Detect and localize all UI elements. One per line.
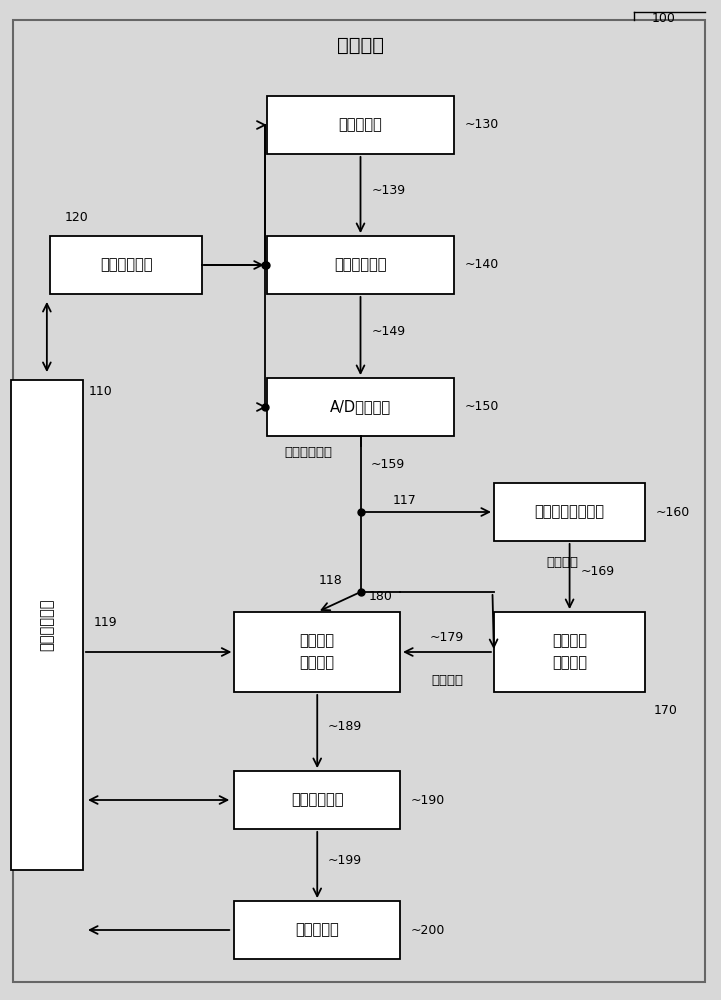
Text: ~199: ~199 (328, 854, 362, 866)
Text: 缺陷像素: 缺陷像素 (300, 634, 335, 648)
Bar (11, 380, 83, 870)
Text: 120: 120 (65, 211, 89, 224)
Text: 校正系数: 校正系数 (431, 674, 463, 687)
Text: 180: 180 (369, 590, 393, 604)
Text: ~159: ~159 (371, 458, 405, 471)
Text: 信号处理单元: 信号处理单元 (335, 257, 386, 272)
Text: 图像传感器: 图像传感器 (339, 117, 382, 132)
Text: ~139: ~139 (371, 184, 405, 197)
Text: 图像处理单元: 图像处理单元 (291, 792, 343, 808)
Text: 成像设备: 成像设备 (337, 35, 384, 54)
Text: ~149: ~149 (371, 325, 405, 338)
Text: 相机控制单元: 相机控制单元 (40, 599, 54, 651)
Text: 110: 110 (89, 385, 112, 398)
Bar (494, 612, 645, 692)
Text: 100: 100 (651, 12, 676, 25)
Text: 117: 117 (393, 493, 417, 506)
Text: ~140: ~140 (464, 258, 499, 271)
Text: ~190: ~190 (410, 794, 445, 806)
Text: ~169: ~169 (580, 565, 614, 578)
Bar (234, 901, 400, 959)
Bar (50, 236, 202, 294)
Text: 118: 118 (319, 574, 342, 586)
Text: 119: 119 (94, 615, 118, 629)
Bar (234, 612, 400, 692)
Text: 图像存储器: 图像存储器 (296, 922, 339, 938)
Text: 170: 170 (654, 704, 678, 717)
Text: 校正单元: 校正单元 (300, 656, 335, 671)
Text: A/D转换单元: A/D转换单元 (330, 399, 391, 414)
Bar (494, 483, 645, 541)
Text: 校正系数: 校正系数 (552, 634, 587, 648)
Text: 定时控制单元: 定时控制单元 (100, 257, 152, 272)
Text: ~200: ~200 (410, 924, 445, 936)
Text: ~130: ~130 (464, 118, 499, 131)
Text: 原始图像数据: 原始图像数据 (285, 446, 333, 459)
Text: ~179: ~179 (430, 631, 464, 644)
Text: 缺陷图案: 缺陷图案 (547, 556, 578, 569)
Bar (234, 771, 400, 829)
Bar (267, 96, 454, 154)
Text: 确定单元: 确定单元 (552, 656, 587, 671)
Text: ~150: ~150 (464, 400, 499, 414)
Bar (267, 236, 454, 294)
Text: 缺陷图案获取单元: 缺陷图案获取单元 (534, 504, 605, 520)
Text: ~160: ~160 (655, 506, 690, 518)
Text: ~189: ~189 (328, 720, 363, 733)
Bar (267, 378, 454, 436)
